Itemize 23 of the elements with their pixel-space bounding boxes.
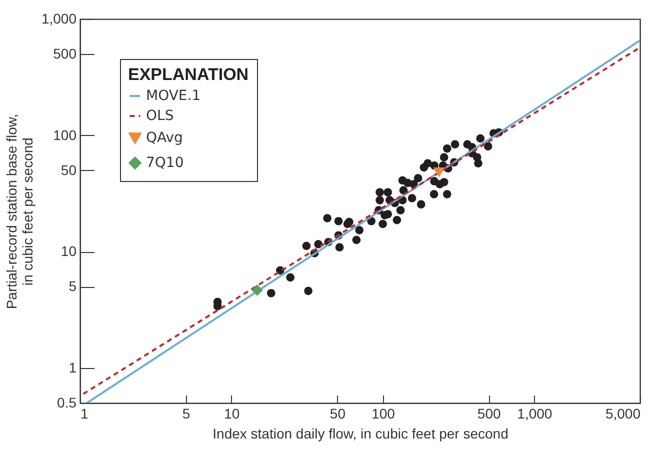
x-tick-label: 5 <box>182 406 190 422</box>
y-tick-label: 50 <box>60 162 77 178</box>
y-tick-label: 500 <box>53 46 77 62</box>
x-tick-label: 500 <box>477 406 501 422</box>
y-tick-label: 5 <box>68 278 77 294</box>
y-tick-label: 1,000 <box>41 10 77 26</box>
x-tick-label: 100 <box>372 406 396 422</box>
x-tick-label: 1,000 <box>517 406 552 422</box>
y-axis-title: Partial-record station base flow, in cubic feet per second <box>3 114 36 310</box>
x-tick-label: 5,000 <box>605 406 641 422</box>
x-axis-title: Index station daily flow, in cubic feet per second <box>212 426 508 442</box>
legend-label: MOVE.1 <box>146 88 201 104</box>
x-tick-label: 10 <box>224 406 240 422</box>
y-tick-label: 100 <box>53 126 77 143</box>
legend-title: EXPLANATION <box>128 65 249 84</box>
legend-label: 7Q10 <box>146 155 184 171</box>
legend-label: QAvg <box>146 130 183 146</box>
y-tick-label: 0.5 <box>57 394 77 410</box>
x-tick-label: 50 <box>330 406 346 422</box>
y-tick-label: 10 <box>60 243 77 260</box>
y-tick-label: 1 <box>68 359 77 376</box>
x-tick-label: 1 <box>80 406 88 422</box>
legend-label: OLS <box>146 108 174 124</box>
